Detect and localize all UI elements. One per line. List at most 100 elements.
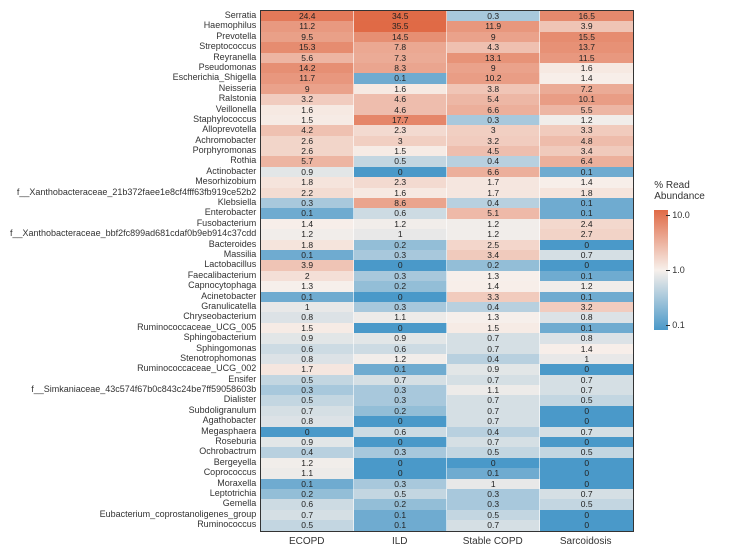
heatmap-cell: 1.2 <box>354 219 447 229</box>
heatmap-cell: 0.7 <box>447 333 540 343</box>
heatmap-cell: 0 <box>540 260 633 270</box>
table-row: 0.800.70 <box>261 416 633 426</box>
heatmap-cell: 0 <box>354 468 447 478</box>
table-row: 5.67.313.111.5 <box>261 53 633 63</box>
heatmap-cell: 3 <box>447 125 540 135</box>
heatmap-cell: 0 <box>354 458 447 468</box>
heatmap-cell: 0 <box>540 510 633 520</box>
heatmap-cell: 2 <box>261 271 354 281</box>
heatmap-cell: 8.3 <box>354 63 447 73</box>
column-label: ECOPD <box>260 536 353 547</box>
heatmap-cell: 0.3 <box>354 395 447 405</box>
heatmap-cell: 0.2 <box>354 281 447 291</box>
heatmap-cell: 2.5 <box>447 240 540 250</box>
heatmap-cell: 15.5 <box>540 32 633 42</box>
heatmap-cell: 0.6 <box>261 344 354 354</box>
row-label: Escherichia_Shigella <box>10 72 256 82</box>
heatmap-cell: 0.1 <box>540 323 633 333</box>
heatmap-cell: 11.2 <box>261 21 354 31</box>
table-row: 1.70.10.90 <box>261 364 633 374</box>
heatmap-cell: 4.8 <box>540 136 633 146</box>
heatmap-grid: 24.434.50.316.511.235.511.93.99.514.5915… <box>260 10 634 532</box>
table-row: 1.501.50.1 <box>261 323 633 333</box>
table-row: 0.906.60.1 <box>261 167 633 177</box>
row-label: f__Xanthobacteraceae_21b372faee1e8cf4fff… <box>10 187 256 197</box>
column-label: Stable COPD <box>446 536 539 547</box>
heatmap-cell: 7.2 <box>540 84 633 94</box>
row-label: Ruminococcaceae_UCG_002 <box>10 363 256 373</box>
heatmap-cell: 0 <box>354 416 447 426</box>
heatmap-cell: 0.5 <box>354 156 447 166</box>
row-label: Fusobacterium <box>10 218 256 228</box>
table-row: 0.70.20.70 <box>261 406 633 416</box>
heatmap-cell: 5.1 <box>447 208 540 218</box>
heatmap-cell: 2.6 <box>261 136 354 146</box>
heatmap-cell: 11.9 <box>447 21 540 31</box>
table-row: 0.90.90.70.8 <box>261 333 633 343</box>
table-row: 1.64.66.65.5 <box>261 105 633 115</box>
heatmap-cell: 10.1 <box>540 94 633 104</box>
heatmap-cell: 2.2 <box>261 188 354 198</box>
heatmap-cell: 0.8 <box>261 416 354 426</box>
heatmap-cell: 24.4 <box>261 11 354 21</box>
heatmap-cell: 0.1 <box>447 468 540 478</box>
table-row: 0.103.30.1 <box>261 292 633 302</box>
row-labels: SerratiaHaemophilusPrevotellaStreptococc… <box>10 10 260 547</box>
row-label: Chryseobacterium <box>10 311 256 321</box>
heatmap-cell: 2.7 <box>540 229 633 239</box>
heatmap-cell: 0 <box>540 479 633 489</box>
table-row: 24.434.50.316.5 <box>261 11 633 21</box>
heatmap-cell: 0.7 <box>447 406 540 416</box>
heatmap-cell: 1.2 <box>540 281 633 291</box>
table-row: 0.50.70.70.7 <box>261 375 633 385</box>
heatmap-cell: 0 <box>540 437 633 447</box>
table-row: 5.70.50.46.4 <box>261 156 633 166</box>
heatmap-cell: 1.2 <box>540 115 633 125</box>
heatmap-cell: 0 <box>354 323 447 333</box>
heatmap-cell: 0 <box>354 260 447 270</box>
table-row: 11.70.110.21.4 <box>261 73 633 83</box>
table-row: 1.41.21.22.4 <box>261 219 633 229</box>
heatmap-cell: 0.4 <box>447 198 540 208</box>
table-row: 1.2000 <box>261 458 633 468</box>
table-row: 0.900.70 <box>261 437 633 447</box>
heatmap-cell: 0.3 <box>354 447 447 457</box>
heatmap-cell: 0.1 <box>540 271 633 281</box>
row-label: Ruminococcus <box>10 519 256 529</box>
row-label: Capnocytophaga <box>10 280 256 290</box>
row-label: Gemella <box>10 498 256 508</box>
row-label: Ochrobactrum <box>10 446 256 456</box>
heatmap-cell: 4.6 <box>354 105 447 115</box>
table-row: 0.60.60.71.4 <box>261 344 633 354</box>
heatmap-cell: 9 <box>261 84 354 94</box>
heatmap-cell: 5.6 <box>261 53 354 63</box>
heatmap-cell: 0 <box>354 292 447 302</box>
heatmap-cell: 0.2 <box>354 406 447 416</box>
row-label: Haemophilus <box>10 20 256 30</box>
heatmap-cell: 0.3 <box>354 479 447 489</box>
heatmap-cell: 0.4 <box>447 156 540 166</box>
heatmap-cell: 1.5 <box>261 323 354 333</box>
heatmap-cell: 0.6 <box>354 208 447 218</box>
heatmap-cell: 0 <box>540 468 633 478</box>
heatmap-cell: 0.3 <box>261 385 354 395</box>
table-row: 0.10.33.40.7 <box>261 250 633 260</box>
heatmap-cell: 0.3 <box>261 198 354 208</box>
row-label: Roseburia <box>10 436 256 446</box>
heatmap-cell: 1.2 <box>447 219 540 229</box>
heatmap-cell: 1.6 <box>354 84 447 94</box>
heatmap-cell: 4.6 <box>354 94 447 104</box>
heatmap-cell: 0.5 <box>540 447 633 457</box>
row-label: Mesorhizobium <box>10 176 256 186</box>
row-label: Eubacterium_coprostanoligenes_group <box>10 509 256 519</box>
heatmap-cell: 11.7 <box>261 73 354 83</box>
heatmap-cell: 15.3 <box>261 42 354 52</box>
heatmap-cell: 5.5 <box>540 105 633 115</box>
row-label: f__Simkaniaceae_43c574f67b0c843c24be7ff5… <box>10 384 256 394</box>
heatmap-cell: 3.2 <box>447 136 540 146</box>
heatmap-cell: 1.4 <box>540 73 633 83</box>
heatmap-cell: 1.4 <box>447 281 540 291</box>
heatmap-cell: 1.5 <box>447 323 540 333</box>
row-label: Bergeyella <box>10 457 256 467</box>
row-label: f__Xanthobacteraceae_bbf2fc899ad681cdaf0… <box>10 228 256 238</box>
